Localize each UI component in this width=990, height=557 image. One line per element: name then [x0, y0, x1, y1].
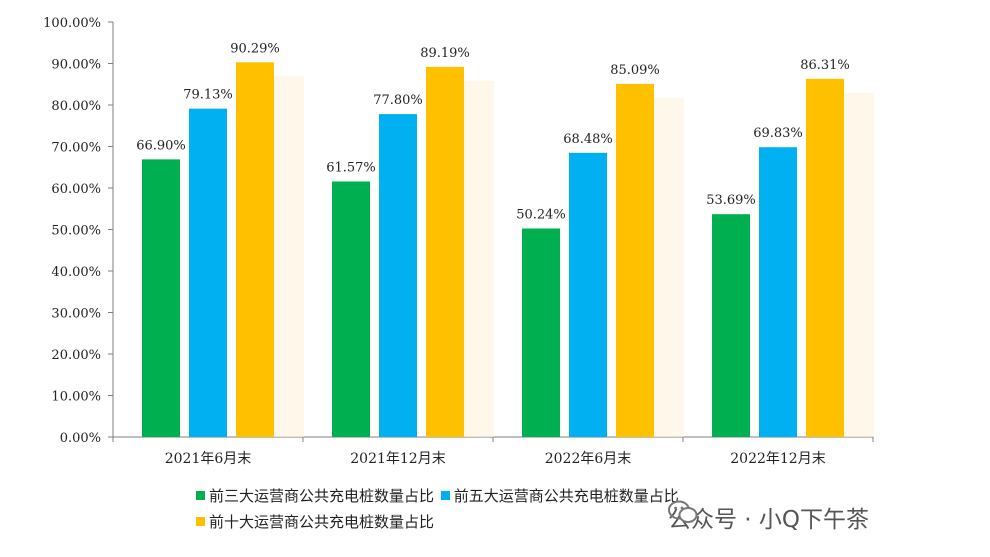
legend-label-top5: 前五大运营商公共充电桩数量占比	[453, 486, 679, 505]
data-label: 77.80%	[373, 93, 423, 108]
bar-shadow	[844, 92, 874, 437]
data-label: 50.24%	[516, 208, 566, 223]
y-tick-label: 10.00%	[51, 390, 101, 405]
y-tick-label: 80.00%	[51, 99, 101, 114]
data-label: 90.29%	[230, 41, 280, 56]
y-tick-label: 60.00%	[51, 182, 101, 197]
data-label: 68.48%	[563, 132, 613, 147]
legend-item-top5: 前五大运营商公共充电桩数量占比	[440, 482, 679, 508]
legend-item-top10: 前十大运营商公共充电桩数量占比	[196, 508, 434, 534]
x-category-label: 2022年12月末	[730, 451, 825, 467]
bar-1-3	[522, 228, 560, 437]
y-tick-label: 20.00%	[51, 348, 101, 363]
y-tick-label: 50.00%	[51, 224, 101, 239]
bar-1-2	[332, 181, 370, 437]
x-category-label: 2022年6月末	[545, 451, 632, 467]
bar-2-4	[759, 147, 797, 437]
y-tick-label: 90.00%	[51, 58, 101, 73]
watermark-text: 公众号 · 小Q下午茶	[668, 507, 870, 533]
data-label: 79.13%	[183, 88, 233, 103]
legend-swatch-top10	[196, 516, 205, 526]
y-tick-label: 30.00%	[51, 307, 101, 322]
bar-shadow	[274, 76, 304, 437]
data-label: 89.19%	[420, 46, 470, 61]
bar-shadow	[654, 97, 684, 438]
data-label: 85.09%	[610, 63, 660, 78]
bar-2-3	[569, 152, 607, 438]
legend-swatch-top3	[196, 490, 205, 500]
watermark: 公众号 · 小Q下午茶	[668, 500, 869, 534]
legend-item-top3: 前三大运营商公共充电桩数量占比	[196, 482, 434, 508]
bar-3-1	[236, 62, 274, 437]
data-label: 66.90%	[136, 138, 186, 153]
legend: 前三大运营商公共充电桩数量占比 前五大运营商公共充电桩数量占比 前十大运营商公共…	[196, 482, 756, 534]
bar-2-2	[379, 114, 417, 437]
bar-shadow	[464, 80, 494, 437]
y-tick-label: 100.00%	[43, 16, 101, 31]
data-label: 69.83%	[753, 126, 803, 141]
bar-3-3	[616, 83, 654, 438]
bar-3-4	[806, 78, 844, 437]
y-tick-label: 70.00%	[51, 141, 101, 156]
bar-2-1	[189, 108, 227, 437]
wechat-icon	[668, 500, 698, 523]
x-category-label: 2021年12月末	[350, 451, 445, 467]
legend-label-top10: 前十大运营商公共充电桩数量占比	[209, 512, 435, 531]
y-tick-label: 0.00%	[60, 431, 101, 446]
bar-1-1	[142, 159, 180, 438]
legend-label-top3: 前三大运营商公共充电桩数量占比	[209, 486, 435, 505]
data-label: 86.31%	[800, 58, 850, 73]
x-category-label: 2021年6月末	[165, 451, 252, 467]
data-label: 53.69%	[706, 193, 756, 208]
bar-3-2	[426, 66, 464, 437]
bar-1-4	[712, 214, 750, 437]
y-tick-label: 40.00%	[51, 265, 101, 280]
legend-swatch-top5	[440, 490, 450, 500]
data-label: 61.57%	[326, 160, 376, 175]
